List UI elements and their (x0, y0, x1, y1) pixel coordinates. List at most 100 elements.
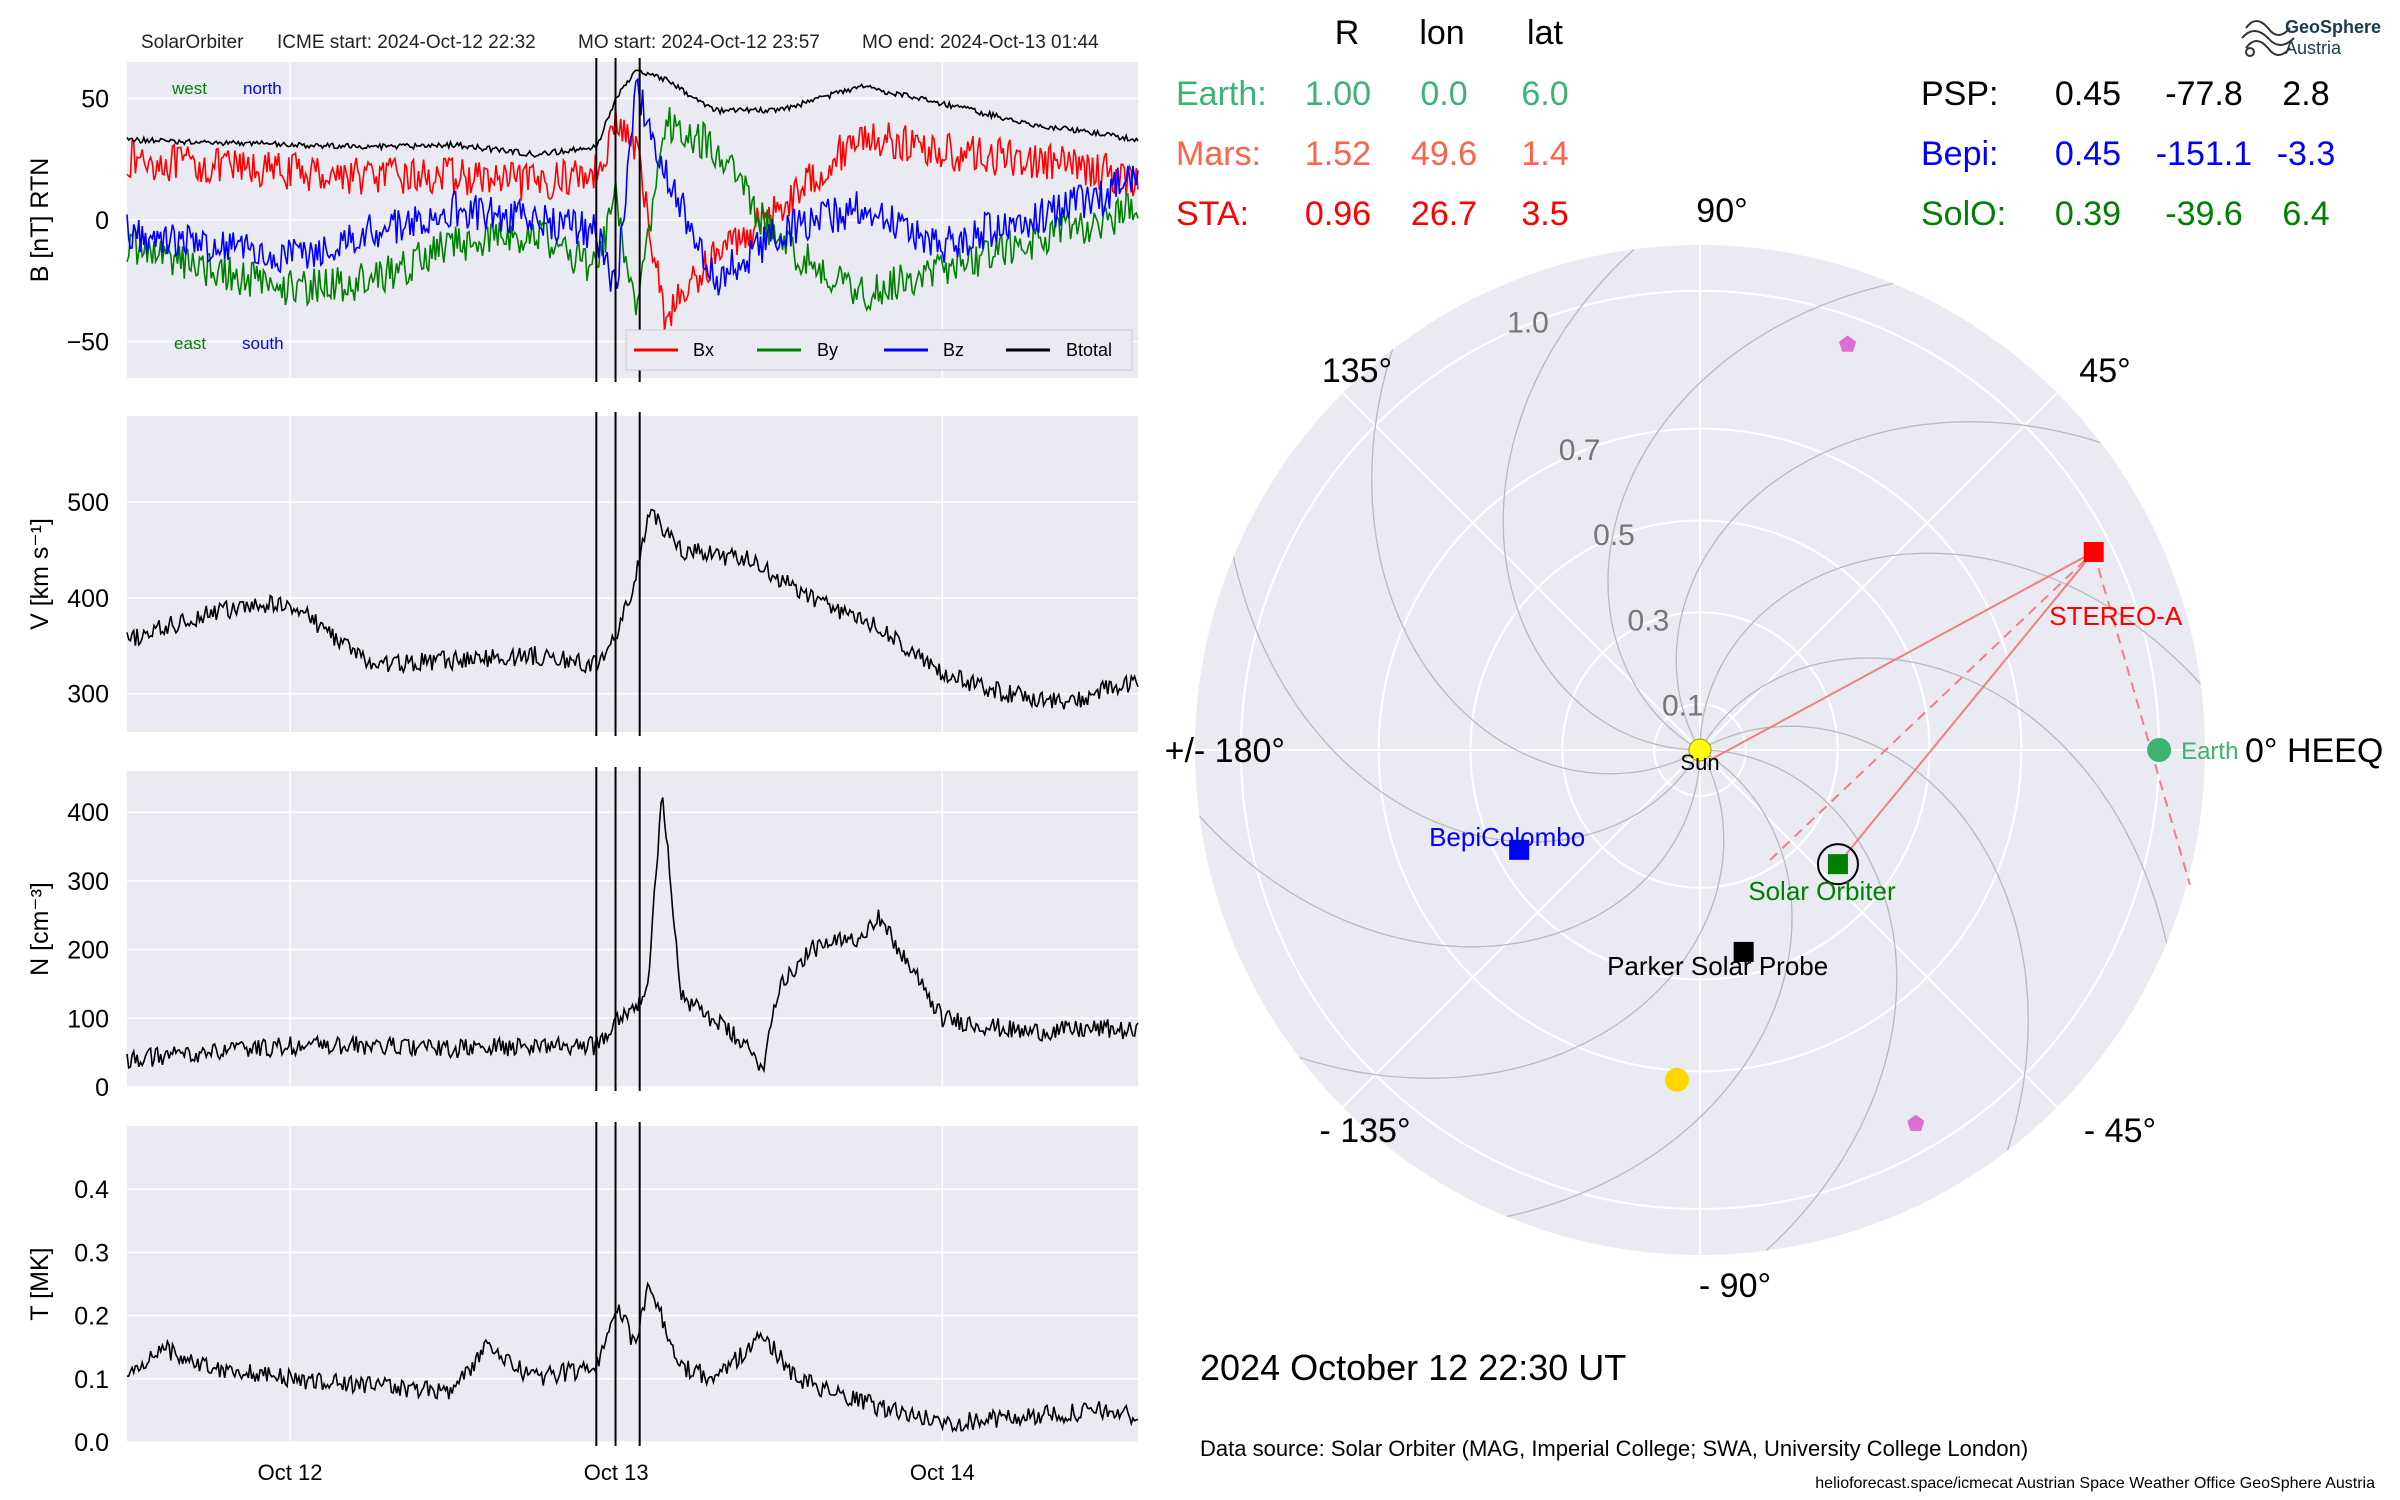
polar-angle-label: 45° (2079, 352, 2130, 390)
legend-label-bz: Bz (943, 340, 964, 360)
parker-spiral (1699, 725, 2029, 1151)
annotation-north: north (243, 79, 282, 98)
sta-dashed-line-outer (2092, 551, 2191, 886)
planet-label: Parker Solar Probe (1607, 951, 1828, 981)
parker-spiral (1699, 749, 1898, 1252)
series-line-speed (126, 508, 1139, 710)
table-header-lat: lat (1527, 14, 1563, 52)
polar-radius-label: 1.0 (1507, 306, 1549, 339)
sta-dashed-line (1769, 551, 2095, 861)
y-tick-label: 0.1 (74, 1366, 109, 1394)
table-row: PSP: 0.45 -77.8 2.8 (1921, 75, 2330, 113)
marker-circle (2147, 738, 2172, 762)
table-row-name: PSP: (1921, 75, 1998, 113)
table-row-lat: -3.3 (2277, 135, 2336, 173)
table-row: Earth: 1.00 0.0 6.0 (1176, 75, 1569, 113)
planet-label: BepiColombo (1429, 822, 1585, 852)
series-line-temperature (126, 1281, 1139, 1433)
y-axis-label: V [km s⁻¹] (26, 518, 54, 630)
plot-datetime: 2024 October 12 22:30 UT (1200, 1347, 1626, 1388)
parker-spiral (1198, 749, 1701, 948)
planet-solar-orbiter: Solar Orbiter (1748, 843, 1896, 906)
table-row-lon: -151.1 (2156, 135, 2252, 173)
table-row-name: Mars: (1176, 135, 1261, 173)
table-left-rows: Earth: 1.00 0.0 6.0 Mars: 1.52 49.6 1.4 STA: 0.96… (1176, 75, 1569, 233)
table-row-name: Earth: (1176, 75, 1267, 113)
table-row-lon: 49.6 (1411, 135, 1477, 173)
table-row-lon: 0.0 (1420, 75, 1467, 113)
table-row-r: 0.45 (2055, 135, 2121, 173)
y-axis-label: N [cm⁻³] (26, 882, 54, 976)
planet-label: Sun (1680, 750, 1719, 775)
table-row-lon: -77.8 (2165, 75, 2243, 113)
table-row-r: 0.45 (2055, 75, 2121, 113)
panel-background (127, 1126, 1138, 1442)
planet-venus (1664, 1067, 1689, 1092)
y-tick-label: 300 (67, 681, 109, 709)
table-row-lat: 6.0 (1521, 75, 1568, 113)
solo-ring (1816, 843, 1859, 886)
y-tick-label: 0.4 (74, 1176, 109, 1204)
data-source-text: Data source: Solar Orbiter (MAG, Imperia… (1200, 1436, 2028, 1461)
table-row: SolO: 0.39 -39.6 6.4 (1921, 195, 2330, 233)
parker-spiral (1607, 282, 1894, 751)
parker-spiral (1675, 421, 2101, 751)
parker-spiral (1699, 657, 2168, 944)
marker-circle (1688, 738, 1712, 762)
y-tick-label: 0.0 (74, 1429, 109, 1457)
table-row: Bepi: 0.45 -151.1 -3.3 (1921, 135, 2335, 173)
planet-mercury-2 (1907, 1114, 1925, 1131)
legend-label-bx: Bx (693, 340, 714, 360)
planet-label: Earth (2181, 738, 2238, 765)
panel-speed: 500 400 300 V [km s⁻¹] (26, 412, 1139, 736)
planet-stereo-a: STEREO-A (2049, 541, 2183, 631)
parker-spiral (1502, 248, 1701, 751)
polar-angle-label: 0° HEEQ (2245, 732, 2383, 770)
series-line-Btotal (126, 69, 1139, 158)
y-tick-label: 200 (67, 937, 109, 965)
table-row: Mars: 1.52 49.6 1.4 (1176, 135, 1569, 173)
polar-grid-spoke (1342, 749, 1701, 1108)
planet-parker-solar-probe: Parker Solar Probe (1607, 941, 1828, 981)
header-icme-start: ICME start: 2024-Oct-12 22:32 (277, 32, 536, 53)
panel-background (127, 771, 1138, 1087)
logo-line1: GeoSphere (2285, 17, 2381, 37)
legend-label-btotal: Btotal (1066, 340, 1112, 360)
table-right-rows: PSP: 0.45 -77.8 2.8 Bepi: 0.45 -151.1 -3.3 SolO:… (1921, 75, 2335, 233)
parker-spiral (1232, 556, 1701, 843)
polar-plot: 0.1 0.3 0.5 0.7 1.0 0° HEEQ 45° 90° 135° +/- 180°… (1165, 192, 2384, 1305)
geosphere-logo: GeoSphere Austria (2241, 17, 2381, 58)
y-tick-label: 400 (67, 799, 109, 827)
x-tick-label: Oct 13 (584, 1460, 649, 1485)
b-legend: Bx By Bz Btotal (625, 329, 1133, 371)
header-spacecraft: SolarOrbiter (141, 32, 244, 53)
table-row-name: Bepi: (1921, 135, 1999, 173)
positions-table: R lon lat Earth: 1.00 0.0 6.0 Mars: 1.52 49.6 1… (1176, 14, 2335, 233)
y-tick-label: 0.3 (74, 1239, 109, 1267)
table-header-lon: lon (1419, 14, 1464, 52)
polar-radius-label: 0.5 (1593, 519, 1635, 552)
y-tick-label: −50 (67, 329, 109, 357)
legend-label-by: By (817, 340, 838, 360)
marker-square (1509, 839, 1530, 860)
credits-text: helioforecast.space/icmecat Austrian Spa… (1815, 1475, 2375, 1492)
table-row-r: 1.52 (1305, 135, 1371, 173)
y-tick-label: 500 (67, 489, 109, 517)
y-tick-label: 0 (95, 207, 109, 235)
marker-pentagon (1839, 335, 1857, 352)
polar-grid-spoke (1699, 392, 2058, 751)
table-row-name: STA: (1176, 195, 1249, 233)
planet-earth: Earth (2147, 738, 2238, 765)
table-row-lon: 26.7 (1411, 195, 1477, 233)
header-mo-end: MO end: 2024-Oct-13 01:44 (862, 32, 1099, 53)
parker-spiral (1506, 749, 1793, 1218)
y-tick-label: 100 (67, 1005, 109, 1033)
marker-pentagon (1907, 1114, 1925, 1131)
series-line-density (126, 797, 1139, 1074)
polar-radius-label: 0.3 (1628, 604, 1670, 637)
panel-density: 400 300 200 100 0 N [cm⁻³] (26, 767, 1139, 1102)
table-row-lat: 3.5 (1521, 195, 1568, 233)
parker-spiral (1699, 552, 2202, 751)
y-tick-label: 50 (81, 85, 109, 113)
polar-angle-label: +/- 180° (1165, 732, 1285, 770)
